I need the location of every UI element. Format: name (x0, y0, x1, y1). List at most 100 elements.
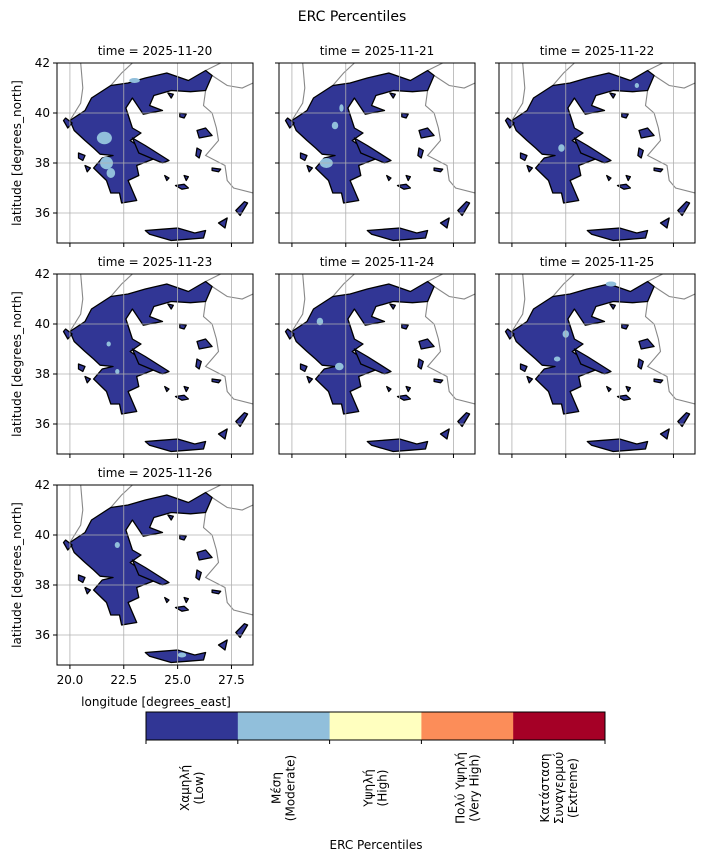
land (291, 69, 435, 204)
panel-frame (56, 273, 254, 455)
chart-title: ERC Percentiles (298, 9, 406, 25)
land (573, 137, 612, 164)
land (616, 394, 632, 401)
land (291, 280, 435, 415)
panel-title: time = 2025-11-22 (540, 44, 655, 58)
map (504, 63, 695, 242)
border (205, 485, 221, 493)
land (586, 227, 649, 242)
patch (605, 281, 617, 287)
patch (553, 356, 561, 362)
land (417, 358, 424, 370)
patch (106, 341, 111, 347)
y-tick-label: 40 (35, 528, 50, 542)
land (306, 375, 314, 384)
y-tick-label: 40 (35, 317, 50, 331)
land (586, 438, 649, 453)
land (519, 363, 528, 373)
border (433, 286, 475, 300)
land (606, 385, 612, 393)
border (202, 512, 253, 616)
land (418, 338, 435, 350)
land (677, 412, 691, 428)
y-tick-label: 36 (35, 628, 50, 642)
land (511, 280, 655, 415)
land (77, 152, 86, 162)
land (235, 623, 249, 639)
land (353, 348, 392, 375)
border (653, 75, 695, 89)
colorbar-label: (High) (376, 770, 390, 807)
colorbar-label: (Very High) (467, 754, 481, 821)
land (217, 428, 228, 440)
border (644, 90, 695, 194)
panel-title: time = 2025-11-24 (320, 255, 435, 269)
colorbar-segment (237, 712, 331, 740)
colorbar-label: Υψηλή (362, 769, 376, 808)
land (386, 385, 392, 393)
colorbar-label: Χαμηλή (178, 765, 192, 811)
patch (558, 144, 565, 152)
land (174, 605, 190, 612)
land (164, 596, 170, 604)
colorbar-label: (Moderate) (284, 755, 298, 821)
border (427, 274, 443, 282)
land (69, 69, 213, 204)
land (401, 323, 409, 330)
patch (335, 362, 344, 371)
colorbar-segment (329, 712, 422, 740)
patch (115, 369, 120, 374)
colorbar-frame (145, 711, 606, 741)
border (511, 63, 526, 121)
land (526, 375, 534, 384)
border (424, 90, 475, 194)
land (519, 152, 528, 162)
land (659, 428, 670, 440)
land (77, 574, 86, 584)
land (69, 491, 213, 626)
land (196, 127, 213, 139)
land (417, 147, 424, 159)
border (69, 485, 84, 543)
land (625, 174, 632, 182)
border (653, 286, 695, 300)
border (211, 75, 253, 89)
land (457, 201, 471, 217)
land (183, 596, 190, 604)
border (69, 63, 84, 121)
y-tick-label: 38 (35, 156, 50, 170)
colorbar-label: Συναγερμού (552, 752, 566, 824)
y-axis-label: latitude [degrees_north] (10, 502, 24, 648)
land (653, 167, 664, 173)
land (195, 147, 202, 159)
land (389, 92, 396, 99)
border (291, 63, 306, 121)
colorbar-segment (513, 712, 606, 740)
panel-title: time = 2025-11-25 (540, 255, 655, 269)
land (638, 338, 655, 350)
y-tick-label: 42 (35, 478, 50, 492)
patch (114, 542, 120, 548)
land (625, 385, 632, 393)
map (62, 485, 253, 664)
patch (96, 131, 112, 145)
land (211, 167, 222, 173)
land (366, 438, 429, 453)
patch (634, 83, 639, 88)
y-tick-label: 36 (35, 206, 50, 220)
land (144, 438, 207, 453)
colorbar-label: Κατάσταση (538, 754, 552, 823)
border (110, 274, 133, 297)
land (179, 323, 187, 330)
border (647, 63, 663, 71)
border (424, 301, 475, 405)
land (439, 217, 450, 229)
y-tick-label: 40 (35, 106, 50, 120)
panel-title: time = 2025-11-20 (98, 44, 213, 58)
land (637, 358, 644, 370)
land (299, 363, 308, 373)
land (131, 559, 170, 586)
map (284, 274, 475, 453)
panel-frame (56, 484, 254, 666)
